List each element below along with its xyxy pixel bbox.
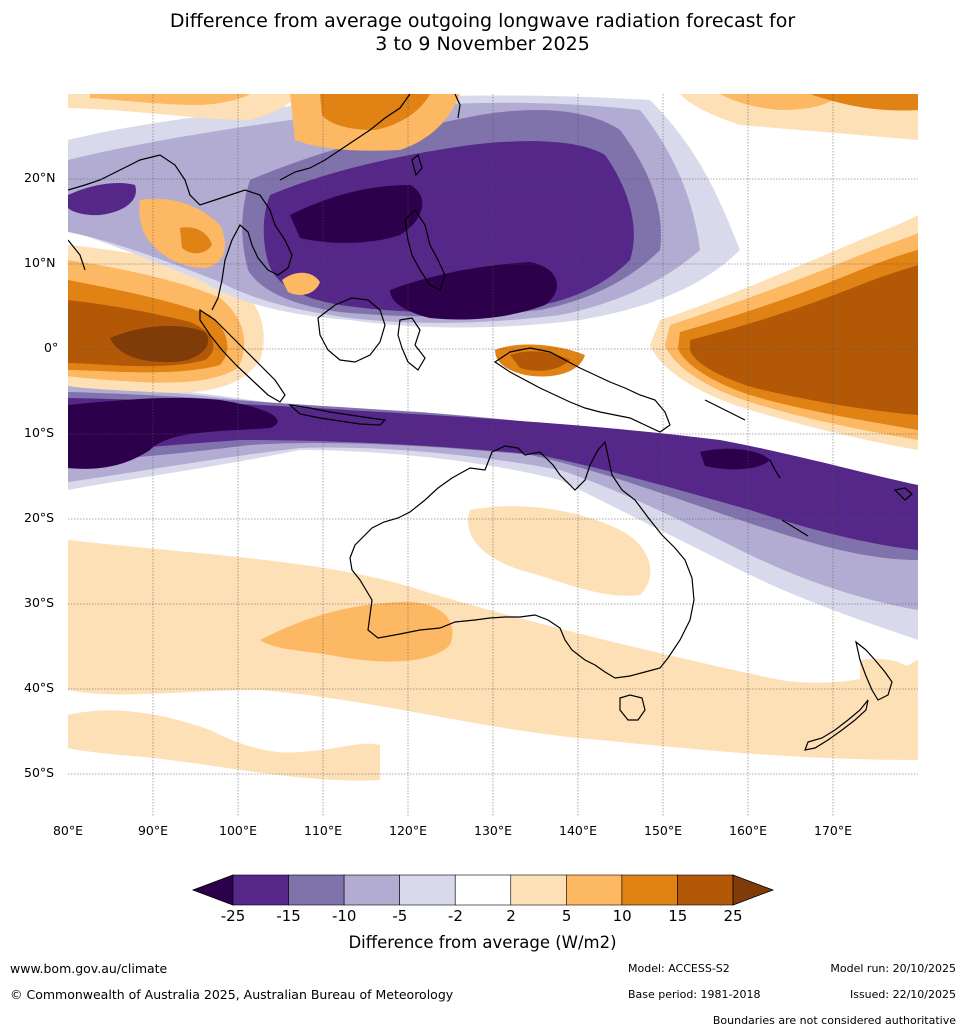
colorbar-swatch [343,874,400,906]
coastlines [68,94,913,751]
lon-label-120e: 120°E [388,823,428,838]
fiji-coastline [893,487,913,501]
lon-label-80e: 80°E [52,823,84,838]
anomaly-region-coral-sea-darkest [700,448,770,470]
lat-label-0: 0° [44,340,59,355]
sulawesi-coastline [397,317,426,371]
colorbar-swatch [232,874,289,906]
colorbar-swatch [621,874,678,906]
new-zealand-south-coastline [804,699,869,751]
australia-coastline [349,440,695,679]
boundaries-disclaimer: Boundaries are not considered authoritat… [712,1014,956,1027]
anomaly-region-borneo-orange [282,272,320,295]
colorbar-swatch [454,874,512,906]
new-caledonia-coastline [781,519,809,537]
olr-anomaly-map [68,94,918,816]
colorbar-tick: 5 [561,907,572,925]
tasmania-coastline [619,694,646,721]
colorbar-swatch [510,874,567,906]
vanuatu-coastline [769,459,781,479]
colorbar-swatch [288,874,345,906]
anomaly-region-south-dark-purple [68,398,918,550]
anomaly-region-sc-sea-darkest [290,185,423,243]
lat-label-20s: 20°S [24,510,55,525]
anomaly-region-nz-orange [860,658,918,730]
model-run-date: Model run: 20/10/2025 [830,962,956,975]
colorbar-tick: -2 [447,907,463,925]
anomaly-region-bay-of-bengal-dark-purple [68,183,136,216]
new-zealand-north-coastline [855,640,893,701]
colorbar-swatch [677,874,734,906]
map-title: Difference from average outgoing longwav… [0,10,965,56]
india-coastline [68,239,86,271]
lon-label-140e: 140°E [558,823,598,838]
lon-label-170e: 170°E [813,823,853,838]
lon-label-100e: 100°E [218,823,258,838]
title-line-2: 3 to 9 November 2025 [375,33,590,55]
sumatra-coastline [199,308,286,403]
anomaly-region-australia-light-orange [468,506,651,596]
copyright-text: © Commonwealth of Australia 2025, Austra… [10,987,454,1002]
lat-label-40s: 40°S [24,680,55,695]
lat-label-30s: 30°S [24,595,55,610]
anomaly-region-japan-dark-orange [320,94,430,130]
gridlines [68,94,918,816]
anomaly-region-equatorial-east-brown [690,265,918,415]
colorbar-tick: -15 [276,907,301,925]
lon-label-110e: 110°E [303,823,343,838]
colorbar-tick: -5 [392,907,408,925]
model-name: Model: ACCESS-S2 [628,962,730,975]
colorbar-tick: 25 [723,907,743,925]
taiwan-coastline [411,153,423,177]
solomon-islands-coastline [704,399,746,421]
lon-label-150e: 150°E [643,823,683,838]
china-coastline [279,94,411,181]
anomaly-region-india-dark-orange [180,227,212,254]
lon-label-130e: 130°E [473,823,513,838]
japan-coastline [454,94,461,119]
lat-label-10n: 10°N [24,255,56,270]
anomaly-region-nw-pacific-dark-orange [810,94,918,111]
colorbar-extension-high [732,874,775,906]
lat-label-20n: 20°N [24,170,56,185]
lat-label-10s: 10°S [24,425,55,440]
new-guinea-coastline [493,347,671,433]
borneo-coastline [317,297,386,363]
lat-label-50s: 50°S [24,765,55,780]
anomaly-region-indian-ocean-darkest [68,397,278,469]
issued-date: Issued: 22/10/2025 [849,988,956,1001]
colorbar-tick: 2 [506,907,516,925]
colorbar-label: Difference from average (W/m2) [348,933,617,952]
anomaly-region-sw-orange [260,601,453,662]
anomaly-region-new-guinea-brown [510,351,570,371]
philippines-coastline [404,209,446,291]
lon-label-160e: 160°E [728,823,768,838]
colorbar-tick: -10 [331,907,357,925]
mainland-se-asia-coastline [68,154,293,311]
lon-label-90e: 90°E [137,823,169,838]
java-coastline [288,404,387,426]
colorbar-swatch [399,874,456,906]
title-line-1: Difference from average outgoing longwav… [169,10,796,32]
colorbar-swatch [566,874,623,906]
anomaly-region-china-orange [90,94,250,105]
anomaly-region-philippine-sea-darkest [390,262,557,320]
colorbar-extension-low [191,874,234,906]
website-link[interactable]: www.bom.gov.au/climate [10,961,168,976]
anomaly-region-nw-pacific-orange [720,94,840,110]
anomaly-region-equatorial-west-darkest-brown [110,326,209,363]
colorbar-tick: 15 [668,907,688,925]
base-period: Base period: 1981-2018 [628,988,761,1001]
anomaly-region-south-light-orange-2 [68,710,380,781]
colorbar-tick: 10 [612,907,632,925]
colorbar-tick: -25 [220,907,246,925]
